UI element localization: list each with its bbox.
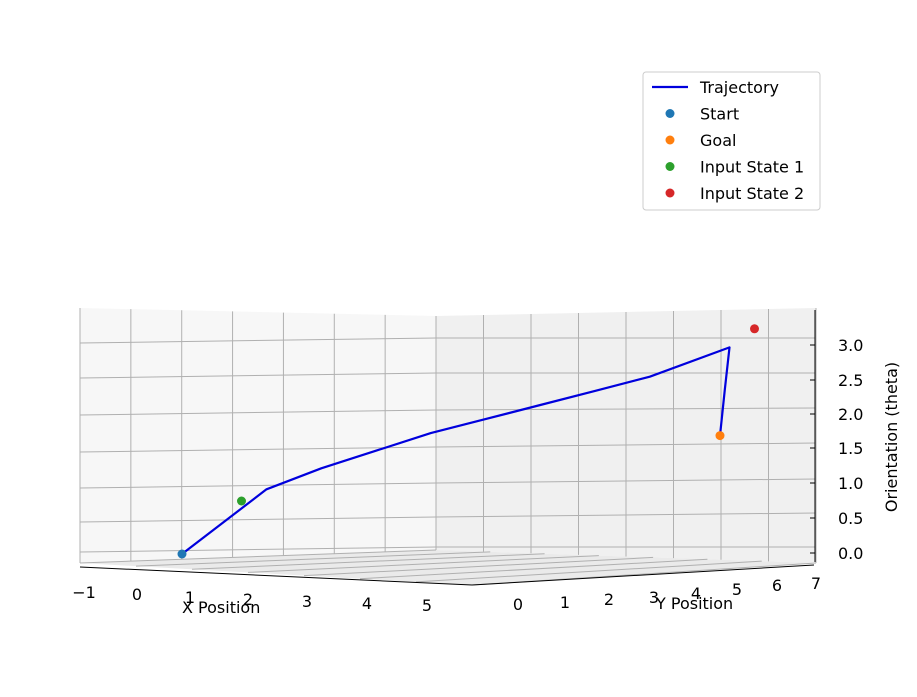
legend-label-input-state-2: Input State 2 xyxy=(700,184,804,203)
axis-lines xyxy=(79,310,816,586)
x-axis-label: X Position xyxy=(182,598,260,617)
grid-line xyxy=(359,558,708,580)
y-axis-label: Y Position xyxy=(655,594,733,613)
y-tick-label: 7 xyxy=(811,574,821,593)
grid-line xyxy=(435,478,817,484)
input-state-2-point xyxy=(750,324,759,334)
left-pane xyxy=(80,308,436,563)
trajectory-line xyxy=(181,346,731,555)
z-tick-label: 1.0 xyxy=(838,474,863,493)
grid-line xyxy=(435,512,817,518)
input-state-1-point xyxy=(237,496,246,506)
z-tick-label: 0.0 xyxy=(838,544,863,563)
z-tick-label: 0.5 xyxy=(838,509,863,528)
tick-labels: −1 0 1 2 3 4 5 0 1 2 3 4 5 6 7 0.0 0.5 1.0 1.5 2.0 2.5 3.0 xyxy=(72,336,863,615)
grid-line xyxy=(79,446,437,453)
goal-point xyxy=(715,431,725,441)
z-tick-label: 3.0 xyxy=(838,336,863,355)
x-axis-line xyxy=(79,566,473,586)
y-tick-label: 1 xyxy=(560,593,570,612)
z-tick-label: 2.5 xyxy=(838,371,863,390)
y-tick-label: 0 xyxy=(513,595,523,614)
grid-line xyxy=(79,409,437,416)
y-tick-label: 2 xyxy=(604,590,614,609)
x-tick-label: −1 xyxy=(72,583,96,602)
legend-swatch-start xyxy=(665,109,675,118)
legend-swatch-input-state-2 xyxy=(665,188,675,198)
grid-line xyxy=(79,516,437,523)
grid-line xyxy=(435,407,817,411)
legend-label-input-state-1: Input State 1 xyxy=(700,158,804,177)
grid-line xyxy=(79,372,437,379)
legend-swatch-input-state-1 xyxy=(665,162,675,171)
grid-line xyxy=(303,556,654,577)
legend-frame xyxy=(642,71,821,211)
plot-area xyxy=(177,324,759,559)
z-tick-label: 1.5 xyxy=(838,439,863,458)
x-tick-label: 2 xyxy=(243,590,253,609)
grid-line xyxy=(247,555,599,573)
grid-lines xyxy=(79,308,817,586)
y-tick-label: 3 xyxy=(649,588,659,607)
grid-line xyxy=(435,442,817,448)
legend-swatch-goal xyxy=(665,135,675,145)
x-tick-label: 1 xyxy=(185,588,195,607)
y-tick-label: 5 xyxy=(732,580,742,599)
x-tick-label: 0 xyxy=(132,585,142,604)
grid-line xyxy=(79,337,437,344)
start-point xyxy=(177,549,187,559)
legend-label-trajectory: Trajectory xyxy=(699,78,779,97)
legend-label-start: Start xyxy=(700,105,739,124)
y-axis-line xyxy=(471,564,815,586)
grid-line xyxy=(135,551,491,567)
grid-line xyxy=(79,482,437,489)
z-axis-label: Orientation (theta) xyxy=(882,362,901,512)
y-tick-label: 4 xyxy=(691,584,701,603)
grid-line xyxy=(79,546,437,553)
y-tick-label: 6 xyxy=(772,576,782,595)
x-tick-label: 5 xyxy=(422,596,432,615)
x-tick-label: 4 xyxy=(362,594,372,613)
x-tick-label: 3 xyxy=(302,592,312,611)
legend-label-goal: Goal xyxy=(700,131,736,150)
grid-line xyxy=(79,549,437,564)
grid-line xyxy=(415,560,762,583)
legend: Trajectory Start Goal Input State 1 Input St… xyxy=(642,71,821,211)
grid-line xyxy=(191,553,545,570)
z-tick-label: 2.0 xyxy=(838,405,863,424)
